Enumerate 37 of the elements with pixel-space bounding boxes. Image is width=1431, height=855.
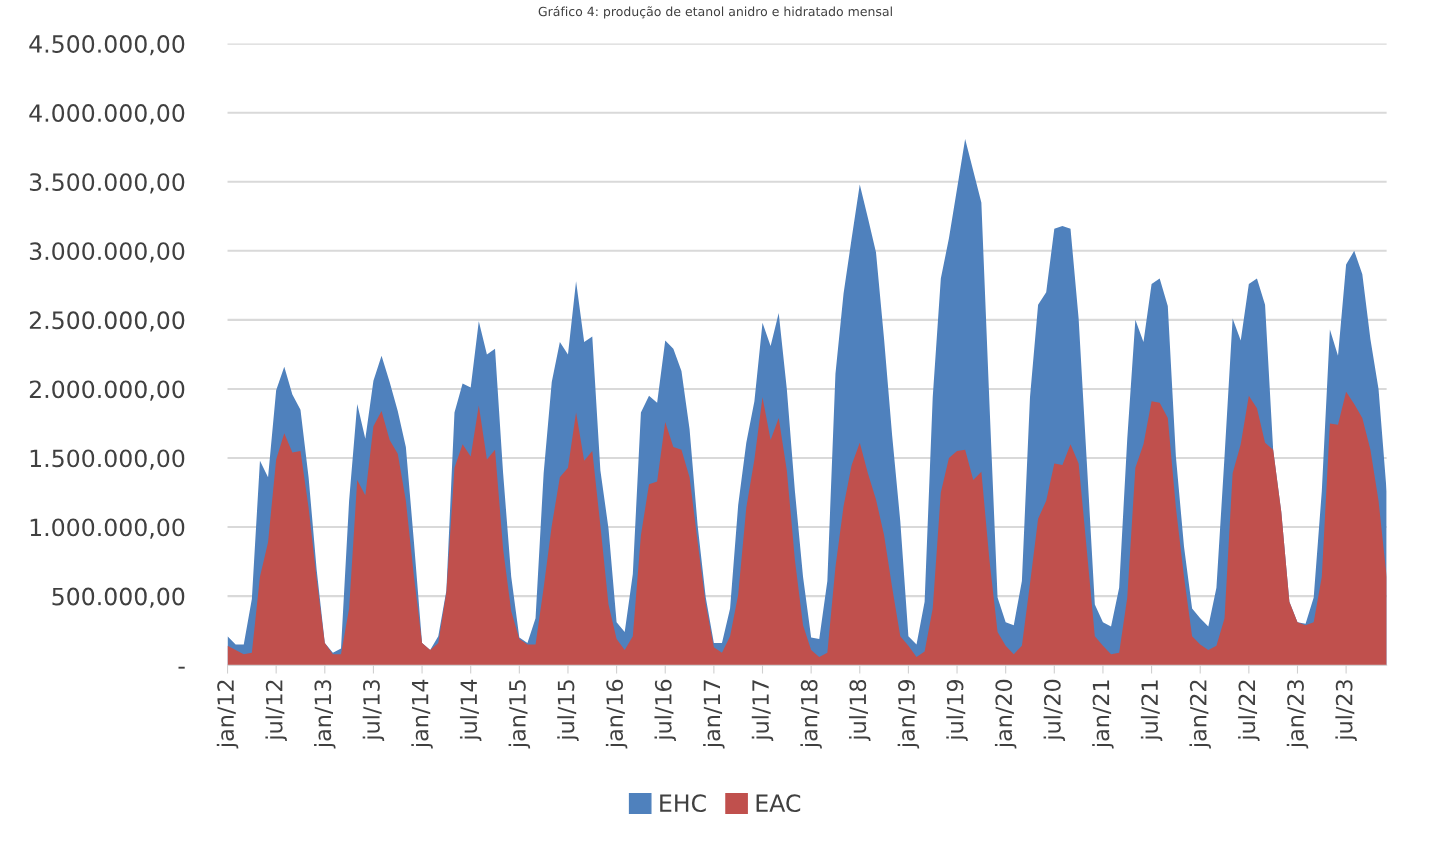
- x-tick-label: jul/15: [557, 680, 579, 741]
- y-tick-label: 1.000.000,00: [30, 518, 185, 539]
- chart-title: Gráfico 4: produção de etanol anidro e hidratado mensal: [538, 5, 892, 19]
- x-tick-label: jul/21: [1140, 680, 1163, 741]
- x-tick-label: jul/14: [459, 679, 482, 741]
- y-tick-label: 4.500.000,00: [29, 35, 185, 56]
- x-tick-label: jul/13: [362, 680, 385, 741]
- x-tick-label: jan/17: [703, 680, 725, 749]
- x-tick-label: jul/19: [946, 679, 968, 741]
- x-tick-label: jul/12: [265, 680, 287, 741]
- x-tick-label: jan/19: [897, 679, 920, 749]
- x-tick-label: jul/23: [1335, 680, 1357, 741]
- x-tick-label: jan/18: [800, 679, 822, 749]
- y-tick-label: 2.500.000,00: [29, 311, 185, 332]
- x-tick-label: jul/20: [1043, 679, 1066, 741]
- y-tick-label: 3.500.000,00: [29, 173, 185, 194]
- x-tick-label: jan/12: [216, 680, 239, 749]
- x-tick-label: jan/16: [605, 679, 628, 749]
- y-tick-label: 2.000.000,00: [29, 380, 185, 401]
- y-tick-label: 500.000,00: [52, 587, 185, 608]
- y-tick-label: 4.000.000,00: [29, 104, 185, 125]
- x-tick-label: jan/21: [1092, 680, 1114, 749]
- y-tick-label: -: [178, 666, 185, 669]
- legend-label: EAC: [756, 794, 801, 813]
- legend-label: EHC: [660, 794, 706, 813]
- x-tick-label: jul/22: [1238, 680, 1260, 741]
- y-tick-label: 3.000.000,00: [29, 242, 185, 263]
- x-tick-label: jan/23: [1286, 680, 1309, 749]
- x-tick-label: jan/22: [1189, 680, 1211, 749]
- x-tick-label: jan/15: [508, 680, 531, 749]
- y-tick-label: 1.500.000,00: [30, 449, 185, 470]
- x-tick-label: jul/17: [751, 680, 774, 741]
- x-tick-label: jan/14: [411, 679, 433, 749]
- x-tick-label: jul/16: [654, 679, 676, 741]
- x-tick-label: jan/13: [314, 680, 336, 749]
- x-tick-label: jul/18: [849, 679, 871, 741]
- x-tick-label: jan/20: [994, 679, 1017, 749]
